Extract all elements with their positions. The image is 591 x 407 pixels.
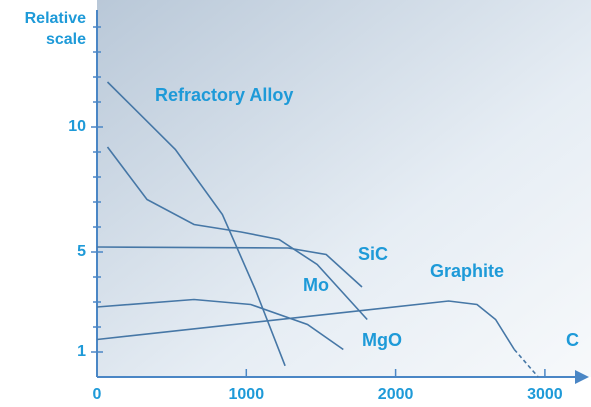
series-line (106, 146, 368, 321)
series-label: C (566, 330, 579, 350)
x-tick-label: 2000 (378, 386, 414, 403)
x-tick-label: 3000 (527, 386, 563, 403)
series-label: SiC (358, 244, 388, 264)
x-axis-arrow (575, 370, 589, 384)
series-label: Mo (303, 275, 329, 295)
series-line (96, 298, 344, 351)
y-tick-label: 1 (77, 343, 86, 360)
y-tick-label: 10 (68, 118, 86, 135)
series-label: Graphite (430, 261, 504, 281)
series-line (96, 300, 515, 350)
series-label: Refractory Alloy (155, 85, 293, 105)
x-tick-label: 1000 (229, 386, 265, 403)
x-tick-label: 0 (93, 386, 102, 403)
plot-background (97, 0, 591, 377)
series-label: MgO (362, 330, 402, 350)
y-tick-label: 5 (77, 243, 86, 260)
series-line (106, 81, 286, 367)
series-line (513, 348, 539, 378)
series-line (96, 246, 363, 288)
y-axis-label: Relative scale (24, 10, 86, 48)
